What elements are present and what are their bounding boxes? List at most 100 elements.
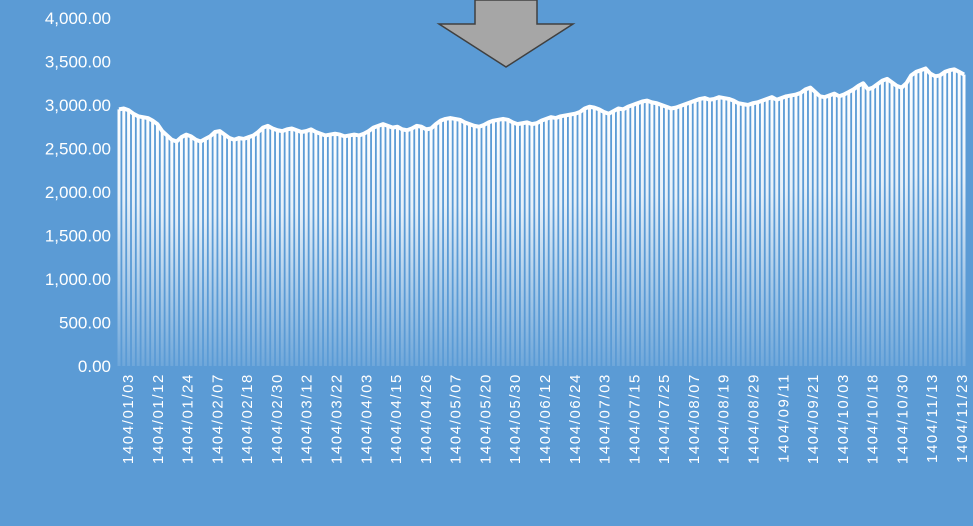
data-bar [789, 95, 793, 367]
data-bar [304, 131, 308, 366]
data-bar [357, 135, 361, 366]
data-bar [448, 118, 452, 366]
data-bar [155, 124, 159, 366]
data-bar [511, 122, 515, 367]
data-bar [679, 105, 683, 367]
data-bar [467, 124, 471, 366]
data-bar [751, 103, 755, 366]
data-bar [650, 102, 654, 366]
data-bar [477, 126, 481, 366]
data-bar [540, 120, 543, 366]
data-bar [784, 96, 788, 367]
data-bar [837, 96, 841, 367]
data-bar [852, 89, 856, 366]
data-bar [616, 108, 620, 366]
data-bar [496, 119, 500, 366]
x-tick-label: 1404/10/30 [894, 373, 911, 464]
data-bar [669, 108, 673, 366]
x-tick-label: 1404/02/18 [239, 373, 256, 464]
x-tick-label: 1404/10/18 [865, 373, 882, 464]
data-bar [242, 138, 246, 366]
data-bar [333, 133, 337, 366]
y-tick-label: 1,000.00 [45, 270, 111, 289]
data-bar [664, 106, 668, 367]
data-bar [525, 122, 529, 367]
plot-area [117, 66, 966, 367]
x-tick-label: 1404/11/23 [954, 373, 971, 463]
data-bar [472, 125, 476, 366]
data-bar [544, 118, 548, 366]
y-axis: 0.00 500.00 1,000.00 1,500.00 2,000.00 2,500.… [45, 9, 111, 376]
data-bar [938, 75, 942, 367]
x-tick-label: 1404/01/03 [120, 373, 137, 464]
x-tick-label: 1404/06/24 [567, 373, 584, 464]
data-bar [741, 104, 745, 366]
data-bar [492, 120, 495, 366]
data-bar [914, 71, 918, 366]
data-bar [535, 123, 539, 367]
data-bar [880, 80, 884, 366]
data-bar [904, 83, 908, 366]
x-tick-label: 1404/10/03 [835, 373, 852, 464]
data-bar [247, 137, 251, 366]
data-bar [866, 89, 870, 366]
data-bar [189, 136, 193, 366]
data-bar [338, 134, 342, 366]
data-bar [319, 133, 323, 366]
y-tick-label: 4,000.00 [45, 9, 111, 28]
data-bar [179, 137, 183, 366]
data-bar [732, 100, 736, 367]
data-bar [655, 103, 659, 366]
data-bar [645, 100, 649, 367]
data-bar [290, 128, 294, 366]
data-bar [890, 82, 894, 366]
x-tick-label: 1404/11/13 [924, 373, 941, 463]
data-bar [578, 111, 582, 367]
x-tick-label: 1404/05/20 [477, 373, 494, 464]
data-bar [223, 134, 227, 366]
x-tick-label: 1404/07/15 [626, 373, 643, 464]
data-bar [160, 131, 164, 366]
data-bar [804, 89, 808, 366]
data-bar [199, 141, 203, 366]
data-bar [381, 124, 385, 366]
data-bar [943, 71, 947, 366]
data-bar [828, 95, 832, 367]
data-bar [131, 113, 135, 366]
data-bar [554, 118, 558, 366]
data-bar [775, 99, 779, 366]
data-bar [583, 108, 587, 366]
data-bar [127, 110, 131, 366]
data-bar [227, 138, 231, 366]
data-bar [415, 125, 419, 366]
data-bar [371, 127, 375, 367]
data-bar [948, 70, 952, 366]
data-bar [395, 126, 399, 366]
x-tick-label: 1404/08/29 [746, 373, 763, 464]
data-bar [688, 102, 692, 366]
data-bar [919, 70, 923, 366]
x-tick-label: 1404/06/12 [537, 373, 554, 464]
data-bar [251, 135, 255, 366]
data-bar [962, 74, 966, 367]
data-bar [458, 119, 462, 366]
x-tick-label: 1404/04/15 [388, 373, 405, 464]
data-bar [122, 108, 126, 366]
data-bar [439, 120, 443, 366]
data-bar [266, 125, 270, 366]
data-bar [842, 94, 846, 366]
x-tick-label: 1404/07/03 [597, 373, 614, 464]
data-bar [559, 116, 563, 366]
data-bar [429, 128, 433, 366]
x-tick-label: 1404/05/07 [448, 373, 465, 464]
data-bar [832, 93, 836, 366]
y-tick-label: 2,500.00 [45, 140, 111, 159]
data-bar [924, 68, 928, 367]
data-bar [597, 109, 601, 366]
series-line [118, 66, 965, 144]
data-bar [184, 134, 188, 366]
data-bar [640, 101, 644, 367]
data-bar [621, 109, 625, 366]
data-bar [703, 98, 707, 366]
